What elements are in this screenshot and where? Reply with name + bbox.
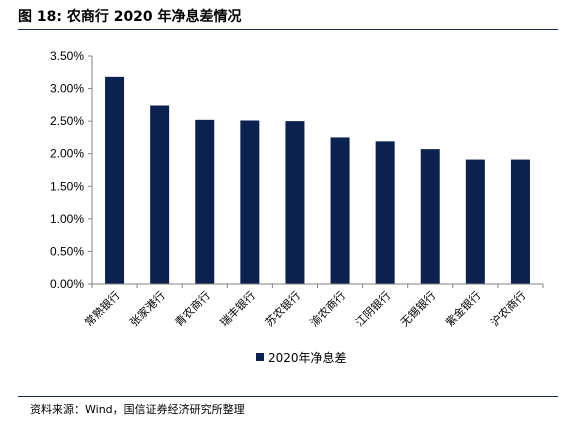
y-tick-label: 1.50%: [50, 179, 84, 193]
x-category-label: 江阴银行: [352, 288, 393, 329]
x-category-label: 沪农商行: [488, 288, 529, 329]
y-tick-label: 2.00%: [50, 147, 84, 161]
x-category-label: 渝农商行: [307, 288, 348, 329]
bar: [105, 76, 125, 285]
bar: [330, 137, 350, 284]
x-category-label: 青农商行: [172, 288, 213, 329]
x-category-label: 无锡银行: [397, 288, 438, 329]
title-rule: [18, 29, 558, 30]
y-tick-label: 3.50%: [50, 49, 84, 63]
x-category-label: 苏农银行: [262, 288, 303, 329]
category-labels: 常熟银行 张家港行 青农商行 瑞丰银行 苏农银行 渝农商行 江阴银行 无锡银行 紫金银行 沪农商行: [82, 288, 529, 329]
bar: [195, 119, 215, 284]
bar: [240, 120, 260, 285]
y-tick-label: 3.00%: [50, 82, 84, 96]
y-tick-label: 2.50%: [50, 114, 84, 128]
y-tick-label: 0.00%: [50, 277, 84, 291]
bar-series: [105, 76, 530, 285]
legend-label: 2020年净息差: [268, 350, 347, 365]
y-tick-label: 0.50%: [50, 244, 84, 258]
legend: 2020年净息差: [256, 350, 347, 365]
y-axis: 0.00% 0.50% 1.00% 1.50% 2.00% 2.50% 3.00% 3.50%: [50, 49, 93, 291]
bar: [375, 141, 395, 284]
bar: [420, 149, 440, 284]
legend-swatch: [256, 353, 264, 361]
x-category-label: 紫金银行: [442, 288, 483, 329]
x-category-label: 常熟银行: [82, 288, 123, 329]
bar: [285, 121, 305, 285]
bar: [465, 159, 485, 284]
figure-title: 图 18: 农商行 2020 年净息差情况: [18, 9, 242, 25]
x-axis: [91, 283, 544, 288]
bar: [510, 159, 530, 284]
x-category-label: 瑞丰银行: [217, 288, 258, 329]
bar: [150, 105, 170, 284]
x-category-label: 张家港行: [127, 288, 168, 329]
source-rule: [18, 396, 558, 397]
y-tick-label: 1.00%: [50, 212, 84, 226]
source-note: 资料来源：Wind，国信证券经济研究所整理: [30, 403, 245, 416]
